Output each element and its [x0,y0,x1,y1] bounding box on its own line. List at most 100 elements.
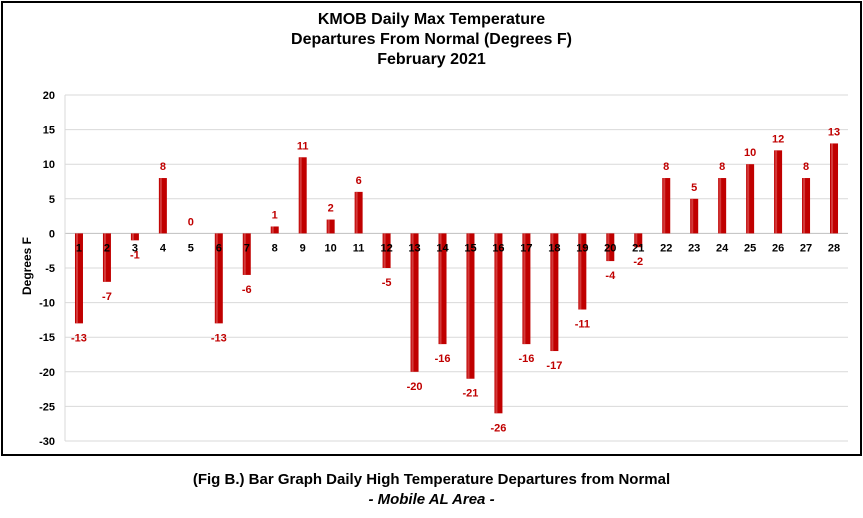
x-tick-label: 12 [380,242,392,254]
bar [242,233,251,275]
y-tick-label: 20 [43,90,55,102]
data-label: 1 [272,209,278,221]
x-tick-label: 13 [408,242,420,254]
data-label: 0 [188,216,194,228]
bar [746,164,755,234]
x-tick-label: 14 [436,242,449,254]
bar-highlight [831,143,834,234]
chart-title: KMOB Daily Max Temperature Departures Fr… [0,10,863,70]
bar [354,191,363,234]
bar-highlight [551,233,554,352]
bar [382,233,391,268]
data-label: -16 [435,353,451,365]
bar [578,233,587,310]
bar [214,233,223,324]
data-label: 13 [828,126,840,138]
bar [270,226,279,234]
data-labels: -13-7-180-13-611126-5-20-16-21-26-16-17-… [71,126,840,434]
x-tick-label: 11 [353,242,365,254]
bar-highlight [691,198,694,234]
caption-line-2: - Mobile AL Area - [368,491,495,508]
bar [662,178,671,234]
bar [102,233,111,282]
bar-highlight [271,226,274,234]
bar-highlight [579,233,582,310]
data-label: -26 [490,422,506,434]
data-label: 11 [297,140,309,152]
y-tick-label: -30 [39,436,55,448]
data-label: 8 [719,161,725,173]
x-tick-label: 22 [660,242,672,254]
x-tick-label: 3 [132,242,138,254]
x-tick-label: 1 [76,242,82,254]
bar [298,157,307,234]
bar [130,233,139,241]
x-tick-label: 27 [800,242,812,254]
y-tick-label: -25 [39,401,55,413]
y-axis-label: Degrees F [20,237,34,295]
bar [802,178,811,234]
data-label: 8 [803,161,809,173]
data-label: 2 [328,203,334,215]
y-tick-label: -5 [45,263,55,275]
data-label: 10 [744,147,756,159]
x-tick-label: 20 [604,242,616,254]
bar-highlight [159,178,162,234]
x-tick-label: 16 [492,242,504,254]
bar-highlight [411,233,414,372]
x-tick-label: 2 [104,242,110,254]
data-label: -1 [130,249,140,261]
bar-highlight [439,233,442,345]
bar-highlight [103,233,106,282]
bar [522,233,531,345]
bar [466,233,475,379]
bar [438,233,447,345]
bar-highlight [663,178,666,234]
bar [410,233,419,372]
bar [550,233,559,352]
bar [690,198,699,234]
data-label: -17 [546,360,562,372]
bar [634,233,643,248]
bar-highlight [495,233,498,414]
bar-highlight [523,233,526,345]
data-label: 12 [772,133,784,145]
bar [606,233,615,262]
y-tick-label: 5 [49,194,55,206]
bar-highlight [635,233,638,248]
x-tick-label: 4 [160,242,167,254]
y-tick-label: 10 [43,159,55,171]
bars [74,143,839,414]
x-tick-label: 5 [188,242,194,254]
bar [494,233,503,414]
x-tick-label: 25 [744,242,756,254]
chart-title-line-3: February 2021 [377,51,486,68]
data-label: -11 [575,319,590,331]
bar-highlight [355,191,358,234]
data-label: 8 [160,161,166,173]
bar-highlight [327,219,330,234]
bar-highlight [467,233,470,379]
bar [830,143,839,234]
x-tick-label: 26 [772,242,784,254]
data-label: -16 [518,353,534,365]
y-tick-label: -10 [39,298,55,310]
bar-highlight [215,233,218,324]
bar [74,233,83,324]
data-label: 5 [691,182,697,194]
bar-highlight [299,157,302,234]
x-tick-label: 8 [272,242,278,254]
data-label: 8 [663,161,669,173]
bar-highlight [775,150,778,234]
data-label: -5 [382,277,392,289]
bar-highlight [131,233,134,241]
bar-highlight [747,164,750,234]
y-tick-label: -15 [39,332,55,344]
x-tick-label: 6 [216,242,222,254]
x-tick-label: 24 [716,242,729,254]
x-tick-label: 19 [576,242,588,254]
bar [774,150,783,234]
bar [158,178,167,234]
y-tick-label: 0 [49,228,55,240]
bar-highlight [75,233,78,324]
